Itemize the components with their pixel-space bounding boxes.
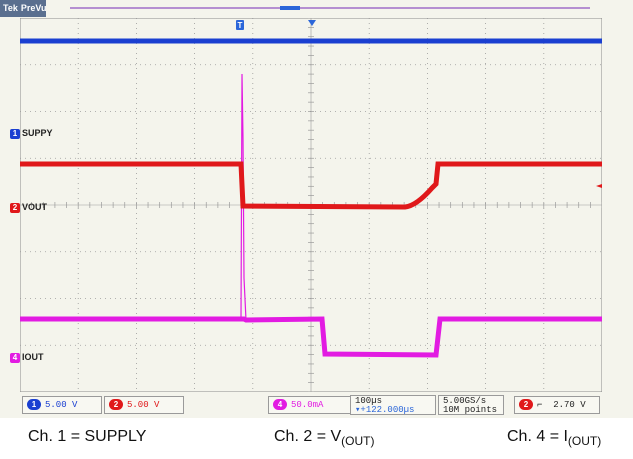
ch1-marker: 1 <box>10 129 20 139</box>
sample-rate: 5.00GS/s <box>443 396 487 406</box>
trigger-readout[interactable]: 2 ⌐ 2.70 V <box>514 396 600 414</box>
ch2-marker: 2 <box>10 203 20 213</box>
oscilloscope-screen: Tek PreVu T 1 SUPPY 2 VOUT 4 IOUT 1 5.00 V <box>0 0 633 418</box>
caption-ch4-prefix: Ch. 4 = I <box>507 428 568 445</box>
record-length: 10M points <box>443 405 498 415</box>
ch2-vout-trace <box>20 161 602 210</box>
trigger-level: 2.70 V <box>553 400 586 410</box>
caption-ch2-sub: (OUT) <box>341 434 375 449</box>
acquisition-readout[interactable]: 5.00GS/s 10M points <box>438 395 504 415</box>
timebase-readout[interactable]: 100µs ▾+122.000µs <box>350 395 436 415</box>
center-marker-icon <box>308 20 316 26</box>
caption-ch4: Ch. 4 = I(OUT) <box>507 428 601 448</box>
ch1-label: 1 SUPPY <box>10 128 53 139</box>
trigger-slope-icon: ⌐ <box>537 400 543 410</box>
timebase-delay: ▾+122.000µs <box>355 405 415 415</box>
ch4-pill: 4 <box>273 399 287 410</box>
ch4-marker: 4 <box>10 353 20 363</box>
waveform-graticule: T <box>20 18 602 392</box>
caption-ch2: Ch. 2 = V(OUT) <box>274 428 374 448</box>
caption-ch2-prefix: Ch. 2 = V <box>274 428 342 445</box>
mode-label: PreVu <box>20 3 47 13</box>
ch1-scale-readout[interactable]: 1 5.00 V <box>22 396 102 414</box>
ch4-scale-readout[interactable]: 4 50.0mA <box>268 396 352 414</box>
caption-ch1: Ch. 1 = SUPPLY <box>28 428 147 445</box>
ch4-scale: 50.0mA <box>291 400 324 410</box>
ch1-name: SUPPY <box>22 128 53 138</box>
timebase-scale: 100µs <box>355 396 383 406</box>
scope-top-bar: Tek PreVu <box>0 0 633 18</box>
record-overview-bar <box>70 6 590 10</box>
ch1-pill: 1 <box>27 399 41 410</box>
brand-label: Tek <box>3 3 18 13</box>
trigger-source-pill: 2 <box>519 399 533 410</box>
ch2-name: VOUT <box>22 202 48 212</box>
tek-logo: Tek PreVu <box>0 0 47 17</box>
trigger-level-arrow-icon <box>596 184 602 188</box>
ch1-scale: 5.00 V <box>45 400 78 410</box>
ch2-scale: 5.00 V <box>127 400 160 410</box>
scope-status-bar: 1 5.00 V 2 5.00 V 4 50.0mA 100µs ▾+122.000µ… <box>20 394 602 416</box>
ch4-iout-trace <box>20 316 602 358</box>
ch2-pill: 2 <box>109 399 123 410</box>
caption-ch4-sub: (OUT) <box>567 434 602 449</box>
trigger-marker-label: T <box>238 21 243 30</box>
ch4-label: 4 IOUT <box>10 352 44 363</box>
trigger-position-marker: T <box>236 20 244 30</box>
graticule-grid <box>20 18 602 392</box>
ch4-iout-spike <box>240 73 247 321</box>
ch2-label: 2 VOUT <box>10 202 47 213</box>
figure-caption: Ch. 1 = SUPPLY Ch. 2 = V(OUT) Ch. 4 = I(… <box>0 418 633 459</box>
ch4-name: IOUT <box>22 352 44 362</box>
ch2-scale-readout[interactable]: 2 5.00 V <box>104 396 184 414</box>
